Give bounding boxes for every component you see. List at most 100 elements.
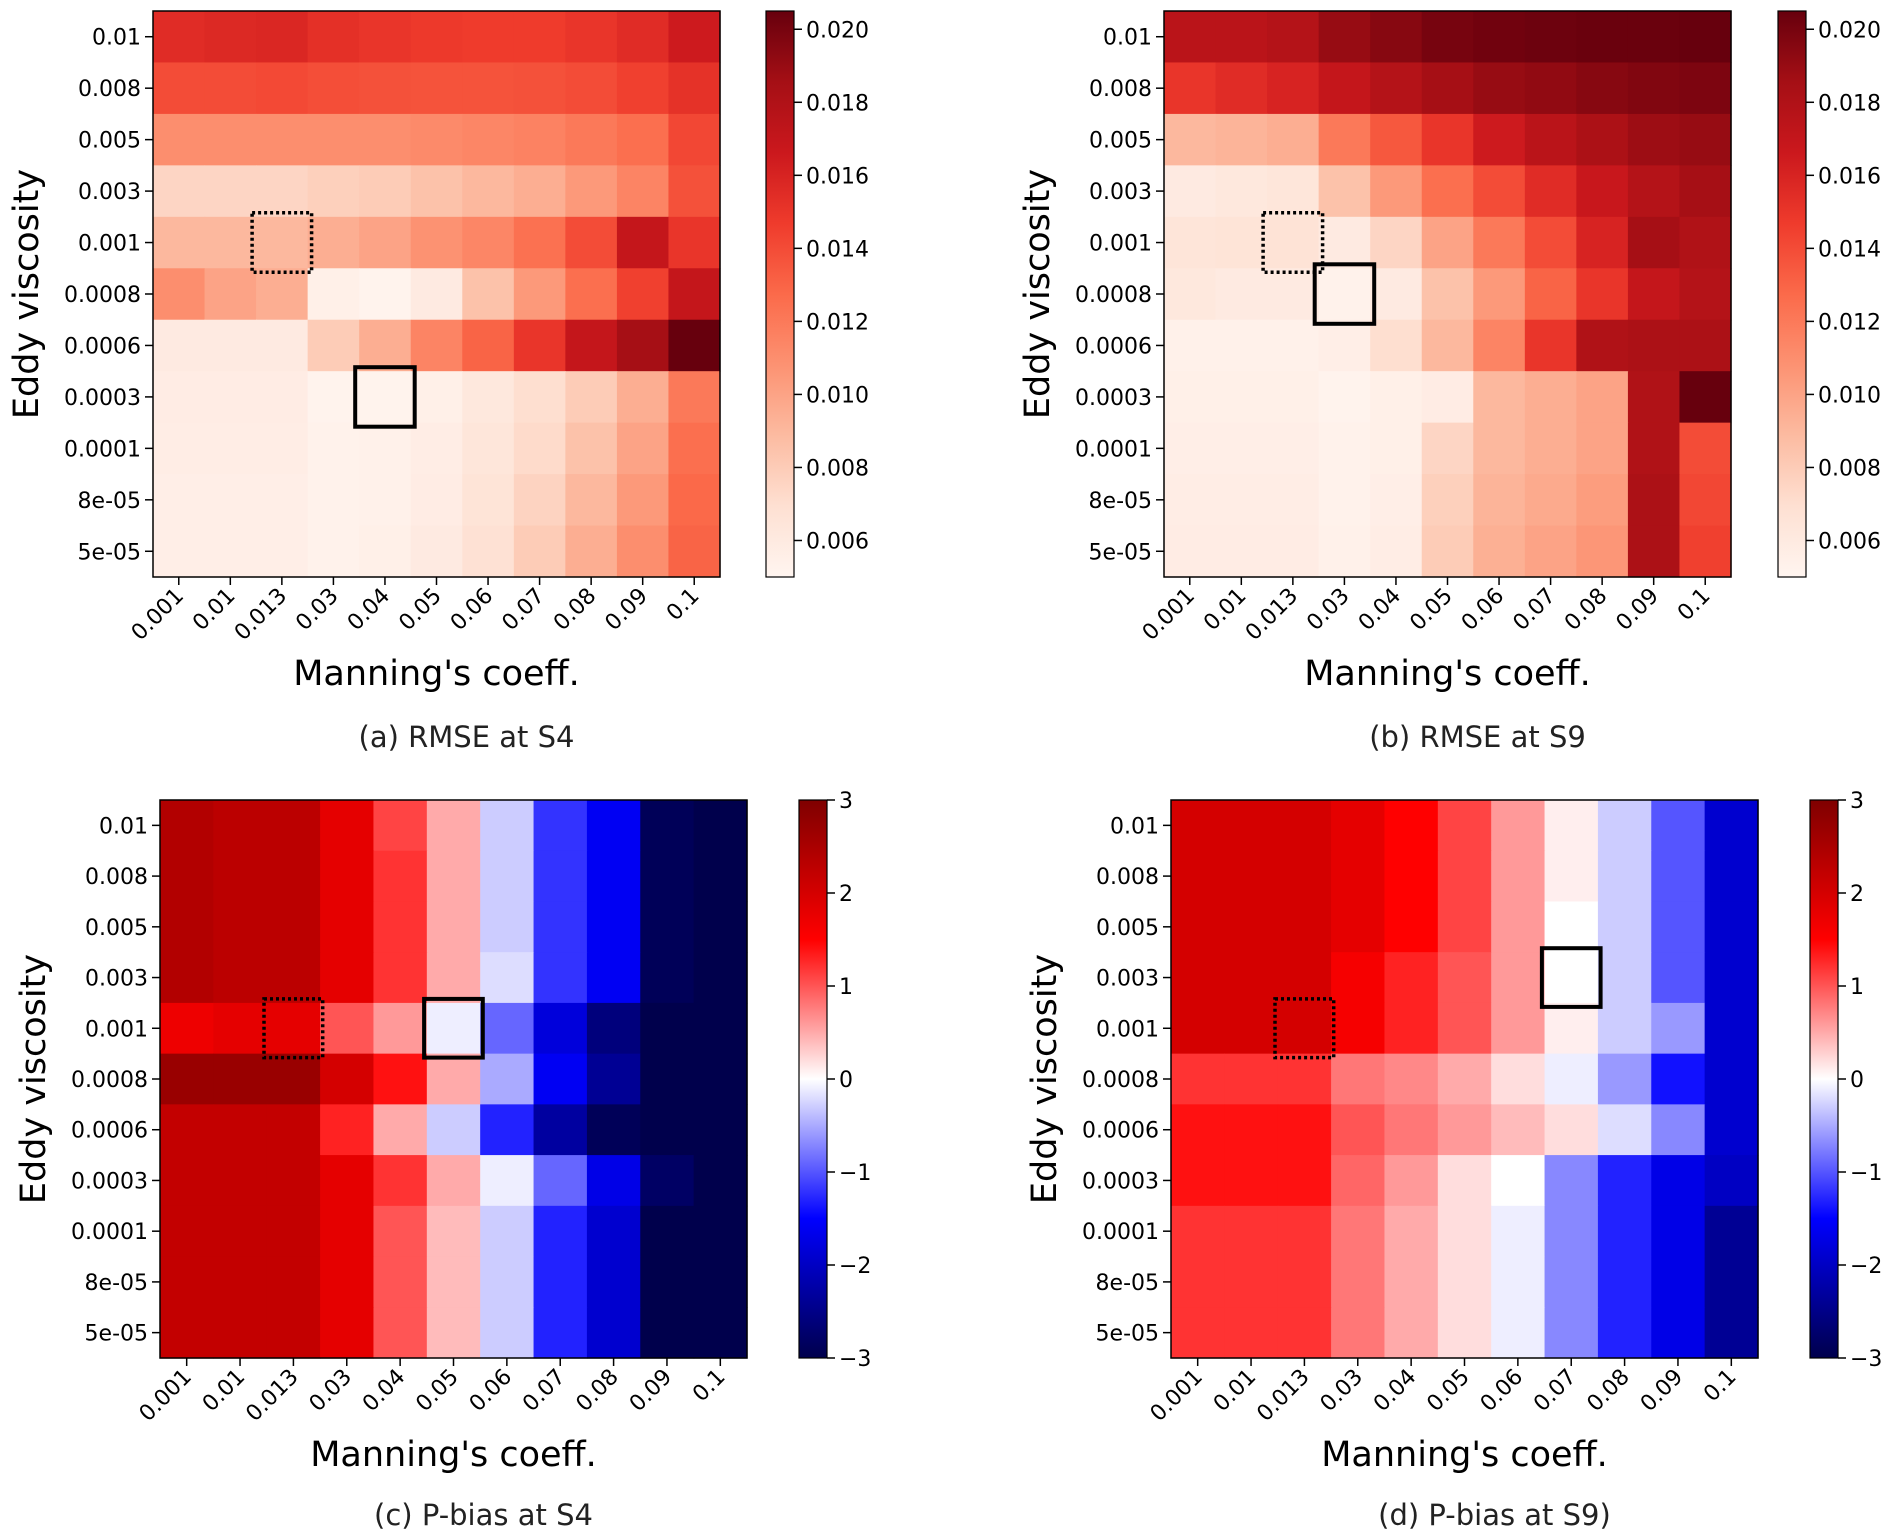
heatmap-cell bbox=[1679, 525, 1732, 578]
heatmap-cell bbox=[1473, 11, 1526, 64]
heatmap-cell bbox=[1171, 1155, 1225, 1207]
heatmap-cell bbox=[1331, 1104, 1386, 1156]
heatmap-cell bbox=[256, 268, 309, 321]
heatmap-cell bbox=[533, 952, 588, 1004]
heatmap-cell bbox=[480, 850, 535, 903]
heatmap-cell bbox=[1277, 1155, 1332, 1207]
heatmap-cell bbox=[533, 1205, 588, 1258]
y-tick-label: 0.005 bbox=[85, 916, 148, 941]
heatmap-cell bbox=[1224, 850, 1279, 903]
heatmap-cell bbox=[1267, 11, 1320, 64]
heatmap-cell bbox=[373, 1307, 428, 1359]
heatmap-cell bbox=[307, 422, 360, 475]
heatmap-cell bbox=[586, 1256, 641, 1308]
heatmap-cell bbox=[426, 800, 481, 852]
heatmap-cell bbox=[668, 11, 721, 64]
heatmap-cell bbox=[1473, 165, 1526, 218]
heatmap-cell bbox=[410, 319, 463, 372]
heatmap-cell bbox=[462, 62, 515, 115]
colorbar-tick-label: 0.016 bbox=[806, 164, 869, 189]
heatmap-cell bbox=[693, 1002, 748, 1055]
heatmap-cell bbox=[1331, 800, 1386, 852]
x-tick-label: 0.1 bbox=[688, 1365, 730, 1407]
heatmap-cell bbox=[1679, 165, 1732, 218]
heatmap-cell bbox=[1370, 268, 1423, 321]
heatmap-cell bbox=[1421, 371, 1474, 424]
colorbar-tick-label: −2 bbox=[839, 1254, 871, 1279]
x-tick-label: 0.05 bbox=[1422, 1365, 1474, 1417]
heatmap-cell bbox=[1171, 850, 1225, 903]
colorbar-tick-label: 0.014 bbox=[806, 237, 869, 262]
heatmap-cell bbox=[1679, 11, 1732, 64]
heatmap-cell bbox=[1473, 268, 1526, 321]
heatmap-cell bbox=[1384, 1053, 1439, 1105]
heatmap-cell bbox=[1491, 1104, 1546, 1156]
heatmap-cell bbox=[204, 474, 257, 527]
heatmap-cell bbox=[616, 525, 670, 578]
heatmap-cell bbox=[480, 1256, 535, 1308]
heatmap-cell bbox=[359, 165, 412, 218]
colorbar-tick-label: 0.020 bbox=[1818, 18, 1881, 43]
heatmap-cell bbox=[1224, 1256, 1279, 1308]
heatmap-cell bbox=[1171, 1205, 1225, 1258]
y-tick-label: 0.001 bbox=[78, 232, 141, 257]
heatmap-cell bbox=[213, 1155, 268, 1207]
heatmap-cell bbox=[1704, 1205, 1759, 1258]
heatmap-cell bbox=[565, 371, 618, 424]
heatmap-cell bbox=[307, 11, 360, 64]
heatmap-cells bbox=[1164, 11, 1732, 578]
heatmap-cell bbox=[1651, 1205, 1706, 1258]
heatmap-cell bbox=[213, 1205, 268, 1258]
heatmap-cell bbox=[1421, 268, 1474, 321]
heatmap-cell bbox=[1277, 1256, 1332, 1308]
heatmap-cell bbox=[320, 1104, 375, 1156]
colorbar-tick-label: −1 bbox=[1850, 1161, 1882, 1186]
y-tick-label: 0.01 bbox=[92, 26, 141, 51]
heatmap-cell bbox=[1331, 1307, 1386, 1359]
heatmap-cell bbox=[160, 1053, 214, 1105]
heatmap-cell bbox=[256, 371, 309, 424]
heatmap-cell bbox=[1524, 62, 1577, 115]
heatmap-cell bbox=[1370, 319, 1423, 372]
heatmap-cell bbox=[1277, 800, 1332, 852]
heatmap-cells bbox=[1171, 800, 1759, 1359]
x-tick-label: 0.001 bbox=[135, 1365, 197, 1427]
heatmap-cell bbox=[1491, 1053, 1546, 1105]
heatmap-cell bbox=[1679, 319, 1732, 372]
x-tick-label: 0.1 bbox=[1673, 584, 1715, 626]
heatmap-cell bbox=[307, 319, 360, 372]
heatmap-cell bbox=[1524, 474, 1577, 527]
heatmap-cell bbox=[153, 11, 206, 64]
heatmap-cell bbox=[1331, 952, 1386, 1004]
heatmap-cell bbox=[1267, 165, 1320, 218]
heatmap-cell bbox=[586, 1104, 641, 1156]
heatmap-cell bbox=[1164, 113, 1217, 166]
heatmap-cell bbox=[410, 474, 463, 527]
heatmap-cell bbox=[1473, 62, 1526, 115]
heatmap-cell bbox=[153, 474, 206, 527]
heatmap-cell bbox=[693, 850, 748, 903]
y-tick-label: 0.003 bbox=[85, 967, 148, 992]
x-tick-label: 0.1 bbox=[662, 584, 704, 626]
panel-3: 0.01 0.008 0.005 0.003 0.001 0.0008 0.0006 0.00… bbox=[1025, 789, 1882, 1532]
heatmap-cell bbox=[640, 1155, 695, 1207]
heatmap-cell bbox=[1544, 1155, 1599, 1207]
heatmap-cell bbox=[1651, 1053, 1706, 1105]
colorbar bbox=[1809, 799, 1839, 1359]
colorbar-tick-label: 0.018 bbox=[806, 91, 869, 116]
heatmap-cell bbox=[640, 850, 695, 903]
heatmap-cell bbox=[1576, 11, 1629, 64]
heatmap-cell bbox=[565, 11, 618, 64]
colorbar-tick-label: 0.008 bbox=[806, 456, 869, 481]
heatmap-cell bbox=[616, 474, 670, 527]
heatmap-cell bbox=[668, 216, 721, 269]
heatmap-cell bbox=[1544, 1307, 1599, 1359]
colorbar-tick-label: 0.006 bbox=[806, 529, 869, 554]
y-tick-label: 0.008 bbox=[85, 865, 148, 890]
heatmap-cell bbox=[160, 1104, 214, 1156]
colorbar-tick-label: 0.008 bbox=[1818, 456, 1881, 481]
heatmap-cell bbox=[1318, 165, 1371, 218]
heatmap-cell bbox=[1171, 1307, 1225, 1359]
heatmap-cell bbox=[1544, 1104, 1599, 1156]
heatmap-cell bbox=[266, 1053, 321, 1105]
